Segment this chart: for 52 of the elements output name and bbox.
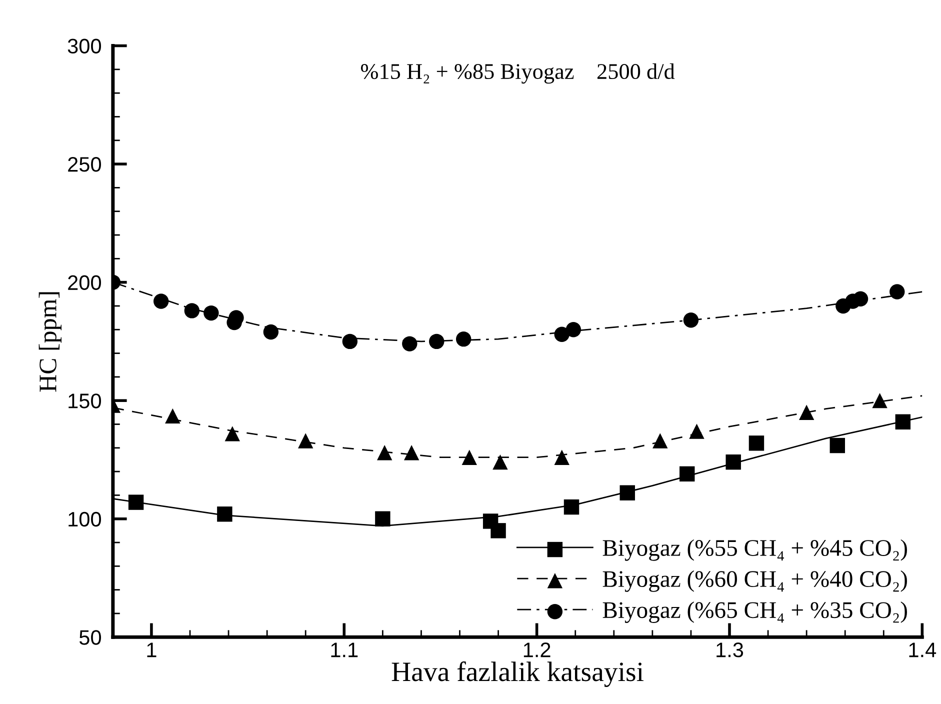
y-axis-title: HC [ppm] [38, 292, 62, 392]
x-axis-title: Hava fazlalik katsayisi [392, 661, 644, 687]
point [128, 494, 144, 510]
point [462, 450, 477, 465]
point [376, 445, 392, 460]
point [652, 433, 668, 448]
y-tick-label: 200 [68, 275, 101, 290]
point [689, 424, 704, 439]
point [456, 331, 472, 347]
y-tick-label: 100 [68, 512, 101, 527]
point [748, 436, 764, 451]
y-tick-label: 250 [68, 157, 101, 172]
y-tick-label: 50 [79, 630, 101, 645]
text: %15 H₂ + %85 Biyogaz 2500 d/d [360, 63, 675, 84]
x-tick-label: 1.4 [909, 642, 936, 658]
legend-label: Biyogaz (%65 CH₄ + %35 CO₂) [602, 601, 907, 623]
point [852, 291, 868, 306]
point [342, 334, 358, 350]
point [683, 312, 699, 328]
point [830, 438, 846, 454]
point [554, 450, 570, 465]
point [872, 392, 888, 408]
point [204, 305, 219, 321]
point [798, 404, 814, 420]
point [895, 414, 911, 430]
point [726, 454, 741, 470]
point [492, 454, 508, 470]
legend-label: Biyogaz (%60 CH₄ + %40 CO₂) [602, 570, 907, 592]
point [890, 284, 905, 300]
x-tick-label: 1 [147, 642, 156, 658]
point [490, 523, 506, 538]
point [263, 324, 279, 340]
x-tick-label: 1.1 [331, 642, 358, 658]
point [680, 466, 695, 482]
y-tick-label: 300 [68, 38, 101, 54]
point [153, 294, 169, 309]
point [429, 334, 444, 350]
x-tick-label: 1.3 [716, 642, 744, 658]
point [165, 408, 180, 424]
legend-label: Biyogaz (%55 CH₄ + %45 CO₂) [602, 539, 907, 561]
point [564, 499, 580, 515]
point [402, 336, 418, 352]
point [298, 433, 314, 448]
point [566, 322, 582, 338]
point [375, 511, 390, 526]
point [224, 426, 240, 442]
point [404, 445, 420, 460]
x-tick-label: 1.2 [524, 642, 550, 658]
point [184, 303, 200, 318]
y-tick-label: 150 [68, 394, 101, 408]
point [217, 506, 232, 522]
point [620, 485, 635, 500]
